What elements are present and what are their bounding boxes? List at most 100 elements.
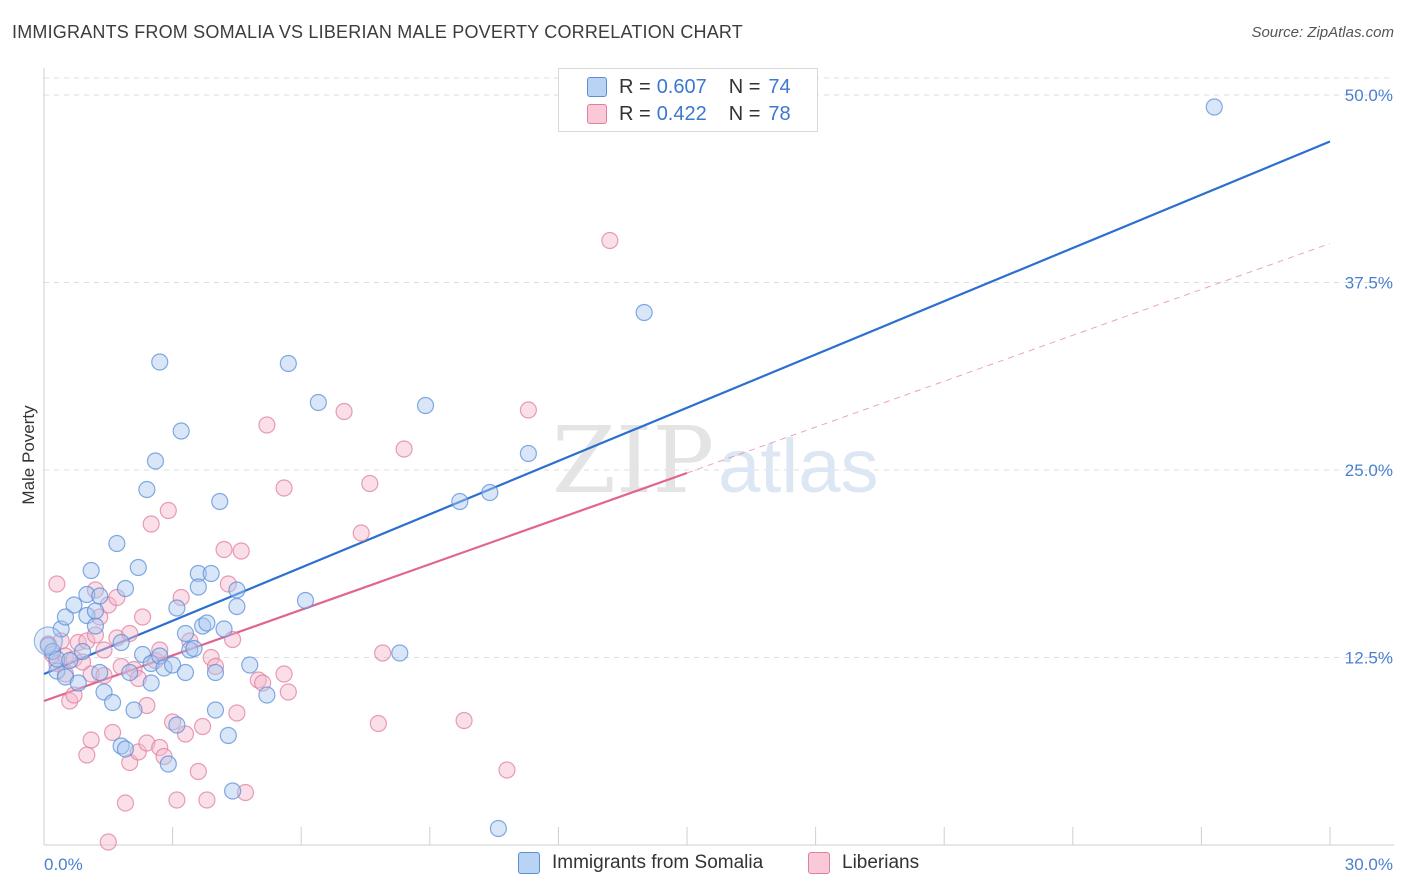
point-somalia xyxy=(176,624,195,643)
point-somalia xyxy=(82,561,100,580)
point-somalia xyxy=(61,651,79,670)
point-somalia xyxy=(73,642,92,661)
point-somalia xyxy=(125,701,143,719)
point-liberians xyxy=(108,588,126,607)
point-liberians xyxy=(69,633,87,652)
point-somalia xyxy=(91,663,109,682)
point-liberians xyxy=(236,783,255,802)
point-somalia xyxy=(189,578,207,596)
point-somalia xyxy=(116,740,135,758)
point-liberians xyxy=(48,575,66,593)
point-somalia xyxy=(142,674,160,692)
point-liberians xyxy=(361,474,379,493)
point-liberians xyxy=(176,725,195,743)
point-liberians xyxy=(369,714,387,733)
series-legend-liberians[interactable]: Liberians xyxy=(808,852,919,874)
point-liberians xyxy=(498,761,516,779)
point-liberians xyxy=(219,575,237,593)
point-somalia xyxy=(519,444,537,463)
point-liberians xyxy=(279,683,297,701)
trend-line-liberians xyxy=(43,471,688,703)
point-somalia xyxy=(138,480,156,499)
point-liberians xyxy=(95,641,113,659)
point-liberians xyxy=(395,440,413,458)
point-liberians xyxy=(194,717,212,736)
point-liberians xyxy=(142,515,160,533)
legend-swatch-liberians xyxy=(587,104,607,124)
point-somalia xyxy=(416,396,435,415)
point-somalia xyxy=(108,534,126,553)
series-legend: Immigrants from Somalia Liberians xyxy=(0,852,1406,878)
point-liberians xyxy=(455,711,473,730)
point-somalia xyxy=(103,693,122,712)
point-liberians xyxy=(138,696,156,715)
point-somalia xyxy=(451,492,469,511)
data-points xyxy=(33,98,1223,851)
point-liberians xyxy=(138,734,156,752)
point-somalia xyxy=(112,633,130,652)
point-liberians xyxy=(86,626,105,644)
trend-line-somalia xyxy=(43,140,1331,676)
point-liberians xyxy=(601,231,619,250)
legend-r-label: R = xyxy=(619,75,651,98)
point-somalia xyxy=(168,599,186,617)
point-liberians xyxy=(519,401,537,419)
point-liberians xyxy=(103,723,122,742)
legend-r-value: 0.607 xyxy=(656,75,707,98)
point-somalia xyxy=(215,620,233,638)
point-liberians xyxy=(275,479,293,497)
point-somalia xyxy=(91,587,109,605)
y-tick-label: 12.5% xyxy=(1345,649,1393,668)
point-somalia xyxy=(241,656,259,674)
point-liberians xyxy=(121,624,139,643)
legend-n-value: 74 xyxy=(768,75,791,98)
point-somalia xyxy=(296,591,315,610)
y-tick-label: 50.0% xyxy=(1345,86,1393,105)
point-liberians xyxy=(78,746,96,764)
point-somalia xyxy=(172,422,190,440)
point-somalia xyxy=(198,614,216,632)
point-liberians xyxy=(82,665,100,683)
point-somalia xyxy=(65,596,83,614)
legend-r-label: R = xyxy=(619,102,651,125)
y-axis-label: Male Poverty xyxy=(19,405,38,505)
tick-labels: 12.5% 25.0% 37.5% 50.0% 0.0% 30.0% xyxy=(44,86,1393,874)
legend-swatch-somalia xyxy=(587,77,607,97)
point-somalia xyxy=(489,819,507,838)
point-somalia xyxy=(121,663,139,682)
point-somalia xyxy=(185,639,203,658)
series-legend-somalia[interactable]: Immigrants from Somalia xyxy=(518,852,763,874)
point-liberians xyxy=(129,669,147,688)
point-liberians xyxy=(151,641,169,659)
point-liberians xyxy=(168,791,186,809)
point-somalia xyxy=(228,597,246,616)
x-tick-label: 30.0% xyxy=(1345,855,1393,874)
x-tick-label: 0.0% xyxy=(44,855,83,874)
point-liberians xyxy=(374,644,392,662)
grid-lines xyxy=(44,77,1394,658)
point-liberians xyxy=(215,540,233,559)
point-liberians xyxy=(151,738,169,757)
point-liberians xyxy=(275,665,293,683)
point-somalia-cluster xyxy=(33,626,63,656)
y-tick-label: 25.0% xyxy=(1345,461,1393,480)
stats-legend: R = 0.607 N = 74 R = 0.422 N = 78 xyxy=(558,68,818,132)
trend-lines xyxy=(43,140,1331,703)
point-somalia xyxy=(159,755,177,773)
point-somalia xyxy=(189,564,207,583)
point-somalia xyxy=(116,579,135,598)
point-somalia xyxy=(258,686,276,704)
axes xyxy=(43,68,1394,846)
point-liberians xyxy=(228,704,246,722)
point-somalia xyxy=(146,452,165,470)
point-liberians xyxy=(335,402,353,421)
legend-row-liberians: R = 0.422 N = 78 xyxy=(587,101,791,127)
point-liberians xyxy=(112,657,130,676)
point-somalia xyxy=(164,656,182,674)
point-somalia xyxy=(69,674,87,692)
point-somalia xyxy=(219,726,237,745)
point-liberians xyxy=(172,588,190,607)
point-somalia xyxy=(48,650,66,668)
legend-n-label: N = xyxy=(728,75,761,98)
